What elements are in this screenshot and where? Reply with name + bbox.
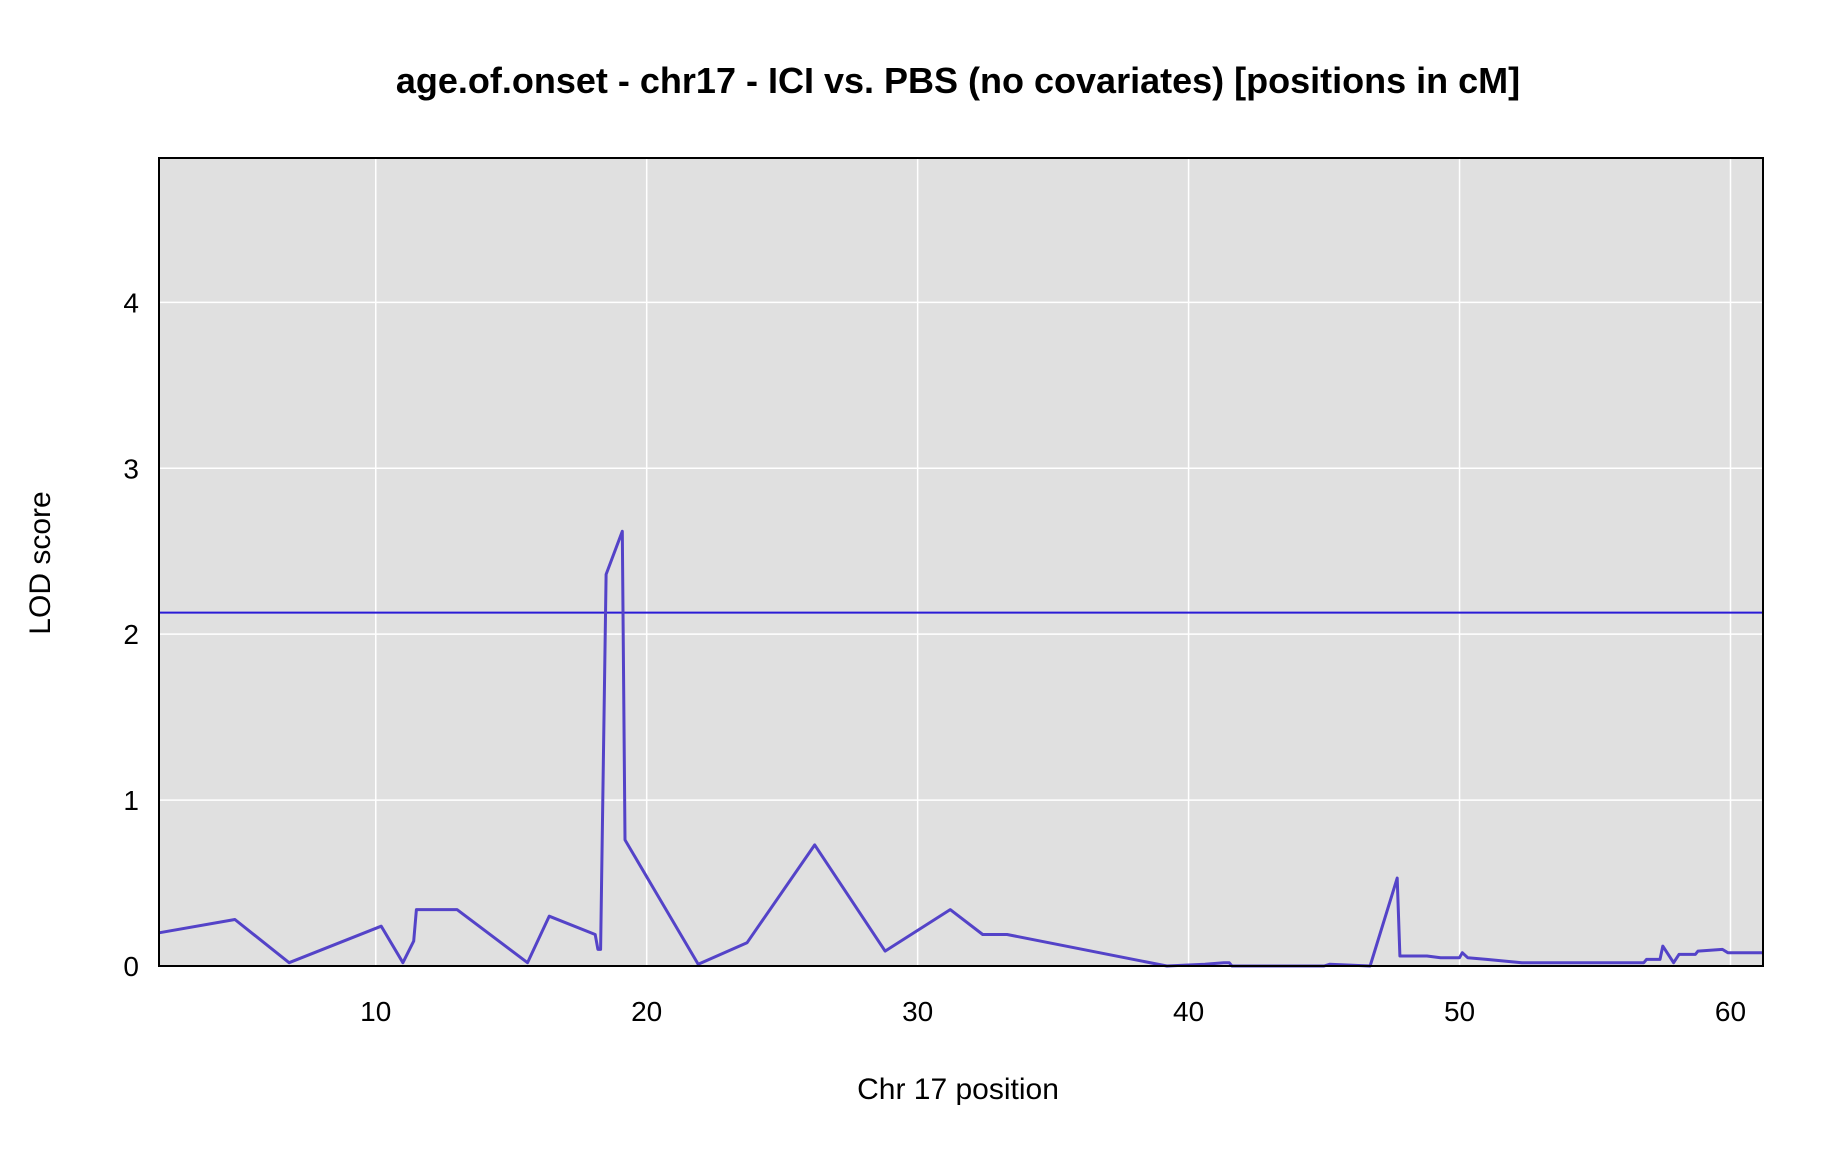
x-tick-label-5: 60	[1715, 996, 1746, 1027]
x-tick-label-1: 20	[631, 996, 662, 1027]
lod-curve	[158, 529, 1763, 968]
y-tick-label-1: 1	[123, 785, 139, 816]
y-tick-label-0: 0	[123, 951, 139, 982]
x-tick-label-0: 10	[360, 996, 391, 1027]
plot-area	[159, 158, 1763, 966]
x-axis-label: Chr 17 position	[857, 1073, 1059, 1106]
y-tick-label-4: 4	[123, 287, 139, 318]
y-axis-ticks: 0 1 2 3 4	[123, 287, 139, 982]
x-axis-ticks: 10 20 30 40 50 60	[360, 996, 1746, 1027]
y-axis-label: LOD score	[24, 491, 57, 634]
chart-title: age.of.onset - chr17 - ICI vs. PBS (no c…	[396, 60, 1520, 101]
x-tick-label-2: 30	[902, 996, 933, 1027]
y-tick-label-3: 3	[123, 453, 139, 484]
plot-border	[158, 157, 1764, 967]
x-tick-label-4: 50	[1444, 996, 1475, 1027]
y-tick-label-2: 2	[123, 619, 139, 650]
x-tick-label-3: 40	[1173, 996, 1204, 1027]
